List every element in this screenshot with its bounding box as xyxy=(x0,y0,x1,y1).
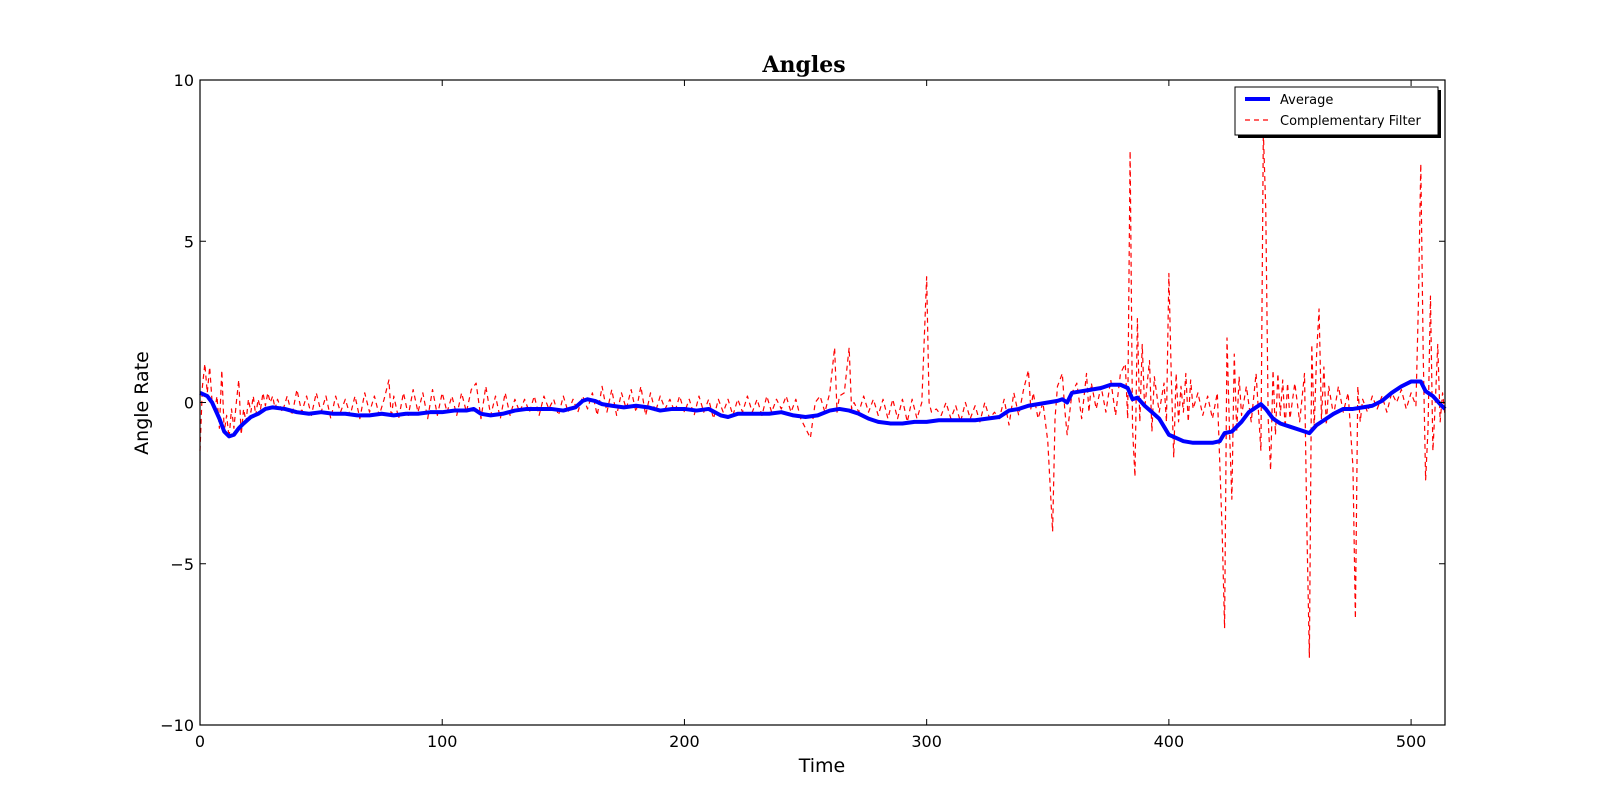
y-tick-label: 5 xyxy=(184,232,194,251)
y-tick-label: −5 xyxy=(170,555,194,574)
legend-label-complementary-filter: Complementary Filter xyxy=(1280,114,1422,129)
plot-area xyxy=(199,131,1447,658)
series-line-complementary-filter xyxy=(199,131,1446,658)
axis-ticks: 0 100 200 300 400 500 10 5 0 −5 −10 xyxy=(160,71,1445,751)
x-tick-label: 100 xyxy=(427,732,458,751)
x-tick-label: 0 xyxy=(195,732,205,751)
x-tick-label: 500 xyxy=(1396,732,1427,751)
legend-box xyxy=(1234,86,1439,136)
y-tick-label: −10 xyxy=(160,716,194,735)
series-line-average xyxy=(199,379,1447,445)
y-tick-label: 0 xyxy=(184,394,194,413)
x-tick-label: 200 xyxy=(669,732,700,751)
chart-title: Angles xyxy=(761,52,845,78)
x-tick-label: 300 xyxy=(911,732,942,751)
x-axis-label: Time xyxy=(798,755,846,777)
x-tick-label: 400 xyxy=(1154,732,1185,751)
legend-label-average: Average xyxy=(1280,93,1333,108)
legend: Average Complementary Filter xyxy=(1234,86,1441,138)
y-axis-label: Angle Rate xyxy=(131,351,153,455)
y-tick-label: 10 xyxy=(174,71,194,90)
